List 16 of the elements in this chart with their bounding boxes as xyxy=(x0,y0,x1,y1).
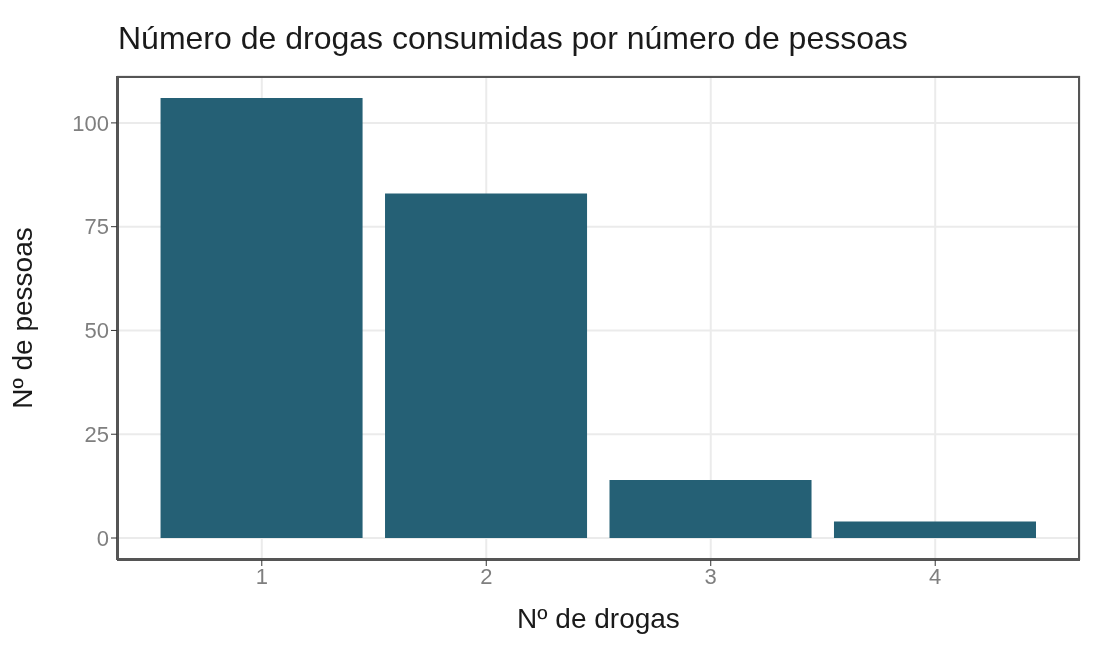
y-tick-label: 75 xyxy=(84,214,109,240)
x-tick-label: 4 xyxy=(929,563,942,589)
chart-title: Número de drogas consumidas por número de pessoas xyxy=(117,19,909,58)
bar xyxy=(833,521,1036,538)
bar xyxy=(609,479,812,538)
y-axis-title: Nº de pessoas xyxy=(6,227,38,409)
x-tick-label: 3 xyxy=(704,563,717,589)
x-axis-title: Nº de drogas xyxy=(517,603,680,634)
y-tick-label: 50 xyxy=(84,318,109,344)
y-tick-label: 100 xyxy=(72,110,109,136)
x-tick-label: 2 xyxy=(480,563,493,589)
y-tick-label: 0 xyxy=(96,525,109,551)
bar xyxy=(160,98,363,538)
y-tick-label: 25 xyxy=(84,422,109,448)
bar xyxy=(385,193,588,538)
x-tick-label: 1 xyxy=(255,563,268,589)
